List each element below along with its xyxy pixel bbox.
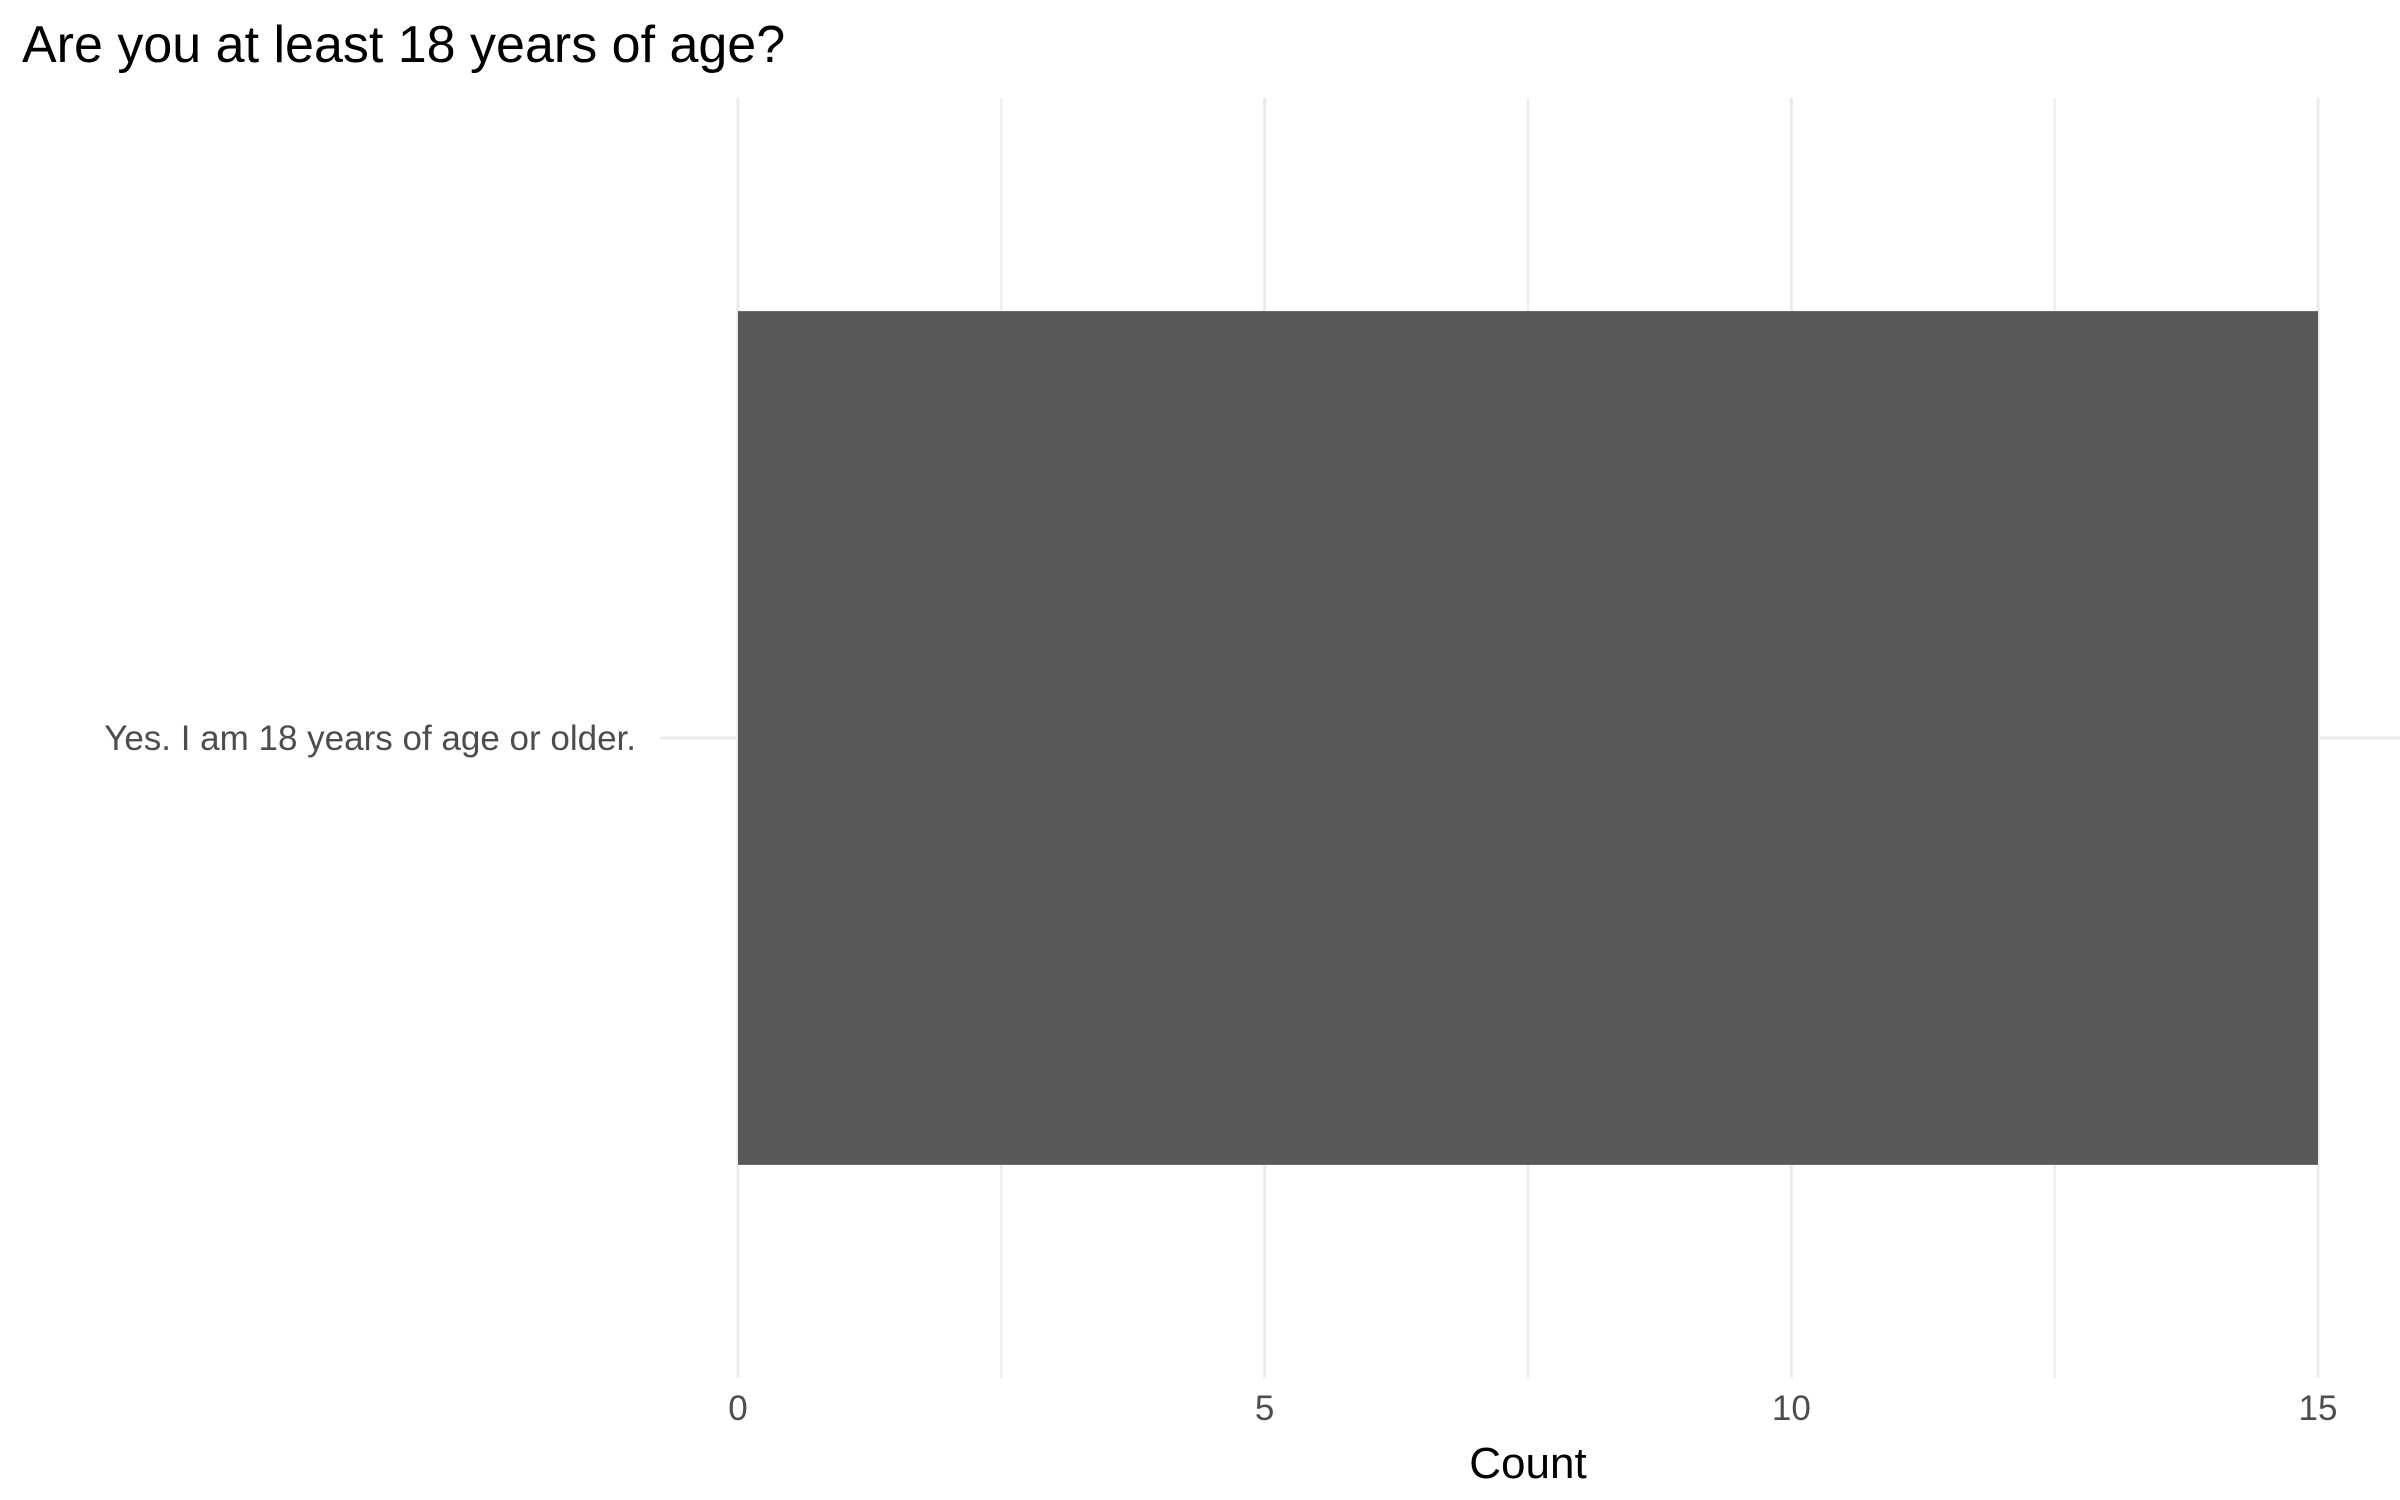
chart-title: Are you at least 18 years of age? <box>22 16 785 74</box>
x-tick-label: 0 <box>728 1389 747 1428</box>
y-tick-label: Yes. I am 18 years of age or older. <box>104 719 636 758</box>
x-tick-label: 15 <box>2299 1389 2338 1428</box>
x-tick-label: 10 <box>1772 1389 1811 1428</box>
bar-layer <box>738 311 2318 1165</box>
label-layer: Yes. I am 18 years of age or older. 0 5 10 1… <box>104 719 2337 1428</box>
x-axis-title: Count <box>1469 1439 1586 1488</box>
bar <box>738 311 2318 1165</box>
x-tick-label: 5 <box>1255 1389 1274 1428</box>
